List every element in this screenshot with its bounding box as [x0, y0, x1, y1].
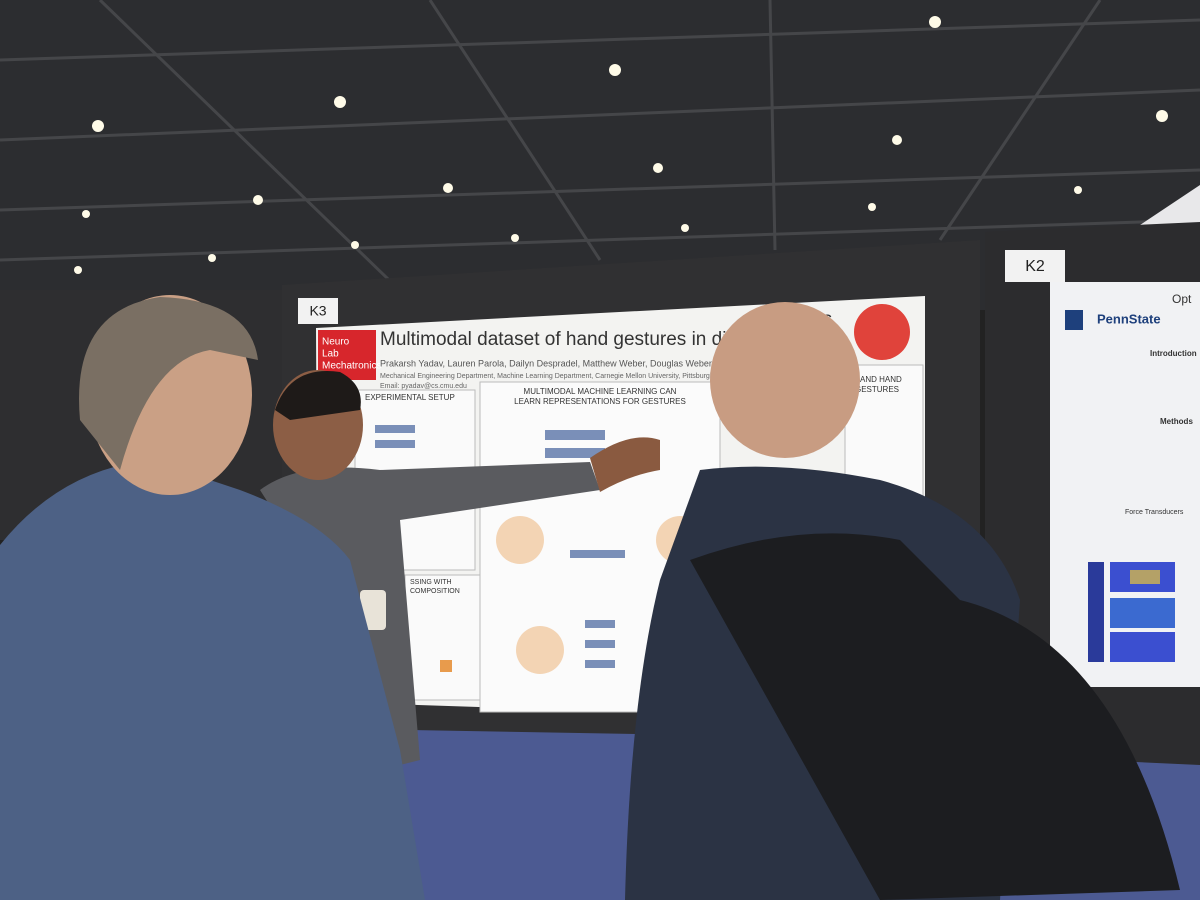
man-left-jacket [0, 460, 425, 900]
poster-panel [404, 574, 481, 701]
presenter-cardigan [260, 462, 600, 770]
heatmaps [1088, 562, 1175, 662]
ceiling-beams [0, 0, 1200, 312]
logo-text: Neuro [322, 337, 350, 348]
backpack [690, 533, 1180, 900]
sign-k3-label: K3 [309, 303, 326, 319]
brain-logo [854, 304, 910, 360]
wall-panel [1140, 185, 1200, 230]
section-heading: Methods [1160, 417, 1193, 426]
sign-k3 [298, 298, 338, 324]
section-heading: MULTIMODAL MACHINE LEARNING CAN [524, 387, 677, 396]
section-heading: Introduction [1150, 349, 1197, 358]
coffee-cup [360, 590, 386, 630]
poster-diagram [375, 425, 625, 668]
man-left-hair [79, 297, 258, 470]
sign-k2-label: K2 [1025, 258, 1045, 275]
presenter-hand [590, 437, 660, 492]
logo-text: Lab [322, 349, 339, 360]
poster-authors: Prakarsh Yadav, Lauren Parola, Dailyn De… [380, 358, 712, 368]
poster-email: Email: pyadav@cs.cmu.edu [380, 383, 467, 390]
pennstate-shield [1065, 310, 1083, 330]
presenter-hair [275, 371, 361, 420]
ceiling-lights [74, 16, 1168, 274]
man-right-head [710, 302, 860, 458]
section-heading: LEARN REPRESENTATIONS FOR GESTURES [514, 397, 686, 406]
sign-k2 [1005, 250, 1065, 282]
poster-brand: PennState [1097, 311, 1161, 326]
poster-title: Multimodal dataset of hand gestures in d… [380, 329, 803, 350]
poster-affiliation: Mechanical Engineering Department, Machi… [380, 373, 727, 380]
section-heading: Force Transducers [1125, 509, 1184, 516]
section-heading: GESTURES [855, 385, 899, 394]
section-heading: COMPOSITION [410, 588, 460, 595]
poster-title: Opt [1172, 292, 1192, 306]
section-heading: SSING WITH [410, 579, 452, 586]
section-heading: EXPERIMENTAL SETUP [365, 393, 455, 402]
logo-text: Mechatronics [322, 361, 381, 372]
section-heading: AND HAND [860, 375, 902, 384]
